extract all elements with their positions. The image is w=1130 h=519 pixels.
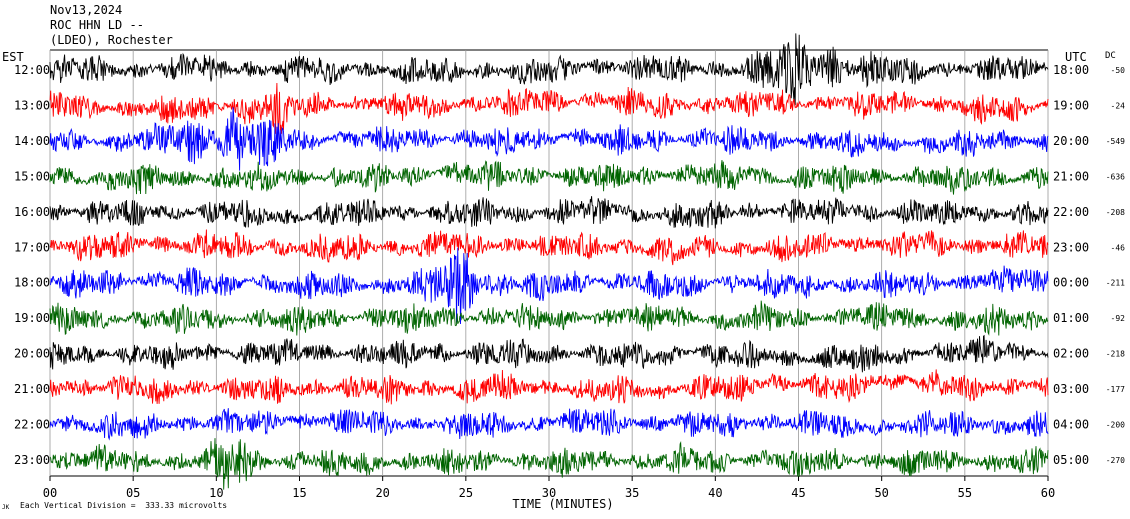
est-label: 16:00: [14, 205, 50, 219]
utc-label: 04:00: [1053, 418, 1089, 432]
trace-2100: [49, 369, 1049, 405]
seismic-traces: [49, 33, 1049, 490]
trace-1400: [49, 107, 1049, 171]
x-tick-label: 60: [1041, 486, 1055, 500]
dc-label: -92: [1111, 314, 1126, 323]
est-label: 21:00: [14, 382, 50, 396]
trace-1900: [49, 300, 1049, 336]
utc-label: 01:00: [1053, 311, 1089, 325]
trace-1500: [49, 160, 1049, 195]
grid-lines: [49, 49, 1049, 481]
dc-label: -50: [1111, 66, 1126, 75]
x-tick-label: 45: [791, 486, 805, 500]
dc-label: -208: [1106, 208, 1125, 217]
dc-label: -177: [1106, 385, 1125, 394]
utc-label: 00:00: [1053, 276, 1089, 290]
trace-1300: [49, 82, 1049, 134]
est-label: 22:00: [14, 418, 50, 432]
est-label: 14:00: [14, 134, 50, 148]
x-tick-label: 15: [292, 486, 306, 500]
trace-1200: [49, 33, 1049, 106]
dc-label: -211: [1106, 279, 1125, 288]
utc-label: 19:00: [1053, 98, 1089, 112]
dc-label: -636: [1106, 172, 1125, 181]
utc-label: 21:00: [1053, 169, 1089, 183]
est-label: 23:00: [14, 453, 50, 467]
x-tick-label: 35: [625, 486, 639, 500]
station-location: (LDEO), Rochester: [50, 33, 173, 47]
x-tick-label: 05: [126, 486, 140, 500]
est-label: 18:00: [14, 276, 50, 290]
station-date: Nov13,2024: [50, 3, 123, 17]
trace-1600: [49, 196, 1049, 229]
utc-label: 20:00: [1053, 134, 1089, 148]
x-axis-title: TIME (MINUTES): [512, 497, 613, 511]
x-tick-label: 00: [43, 486, 57, 500]
est-label: 20:00: [14, 347, 50, 361]
trace-2300: [49, 438, 1049, 490]
x-tick-label: 40: [708, 486, 722, 500]
dc-label: -270: [1106, 456, 1125, 465]
y-axis-title-right: UTC: [1065, 50, 1087, 64]
est-label: 15:00: [14, 169, 50, 183]
dc-label: -24: [1111, 101, 1126, 110]
trace-1700: [49, 229, 1049, 266]
utc-label: 02:00: [1053, 347, 1089, 361]
utc-label: 05:00: [1053, 453, 1089, 467]
x-tick-label: 55: [958, 486, 972, 500]
est-label: 19:00: [14, 311, 50, 325]
utc-label: 23:00: [1053, 240, 1089, 254]
est-label: 17:00: [14, 240, 50, 254]
utc-label: 18:00: [1053, 63, 1089, 77]
x-tick-label: 25: [459, 486, 473, 500]
dc-label: -218: [1106, 350, 1125, 359]
trace-2000: [49, 334, 1049, 373]
utc-label: 03:00: [1053, 382, 1089, 396]
dc-label: -46: [1111, 243, 1126, 252]
corner-mark: JK: [2, 504, 10, 511]
x-tick-label: 10: [209, 486, 223, 500]
est-label: 12:00: [14, 63, 50, 77]
x-tick-label: 50: [874, 486, 888, 500]
y-axis-title-left: EST: [2, 50, 24, 64]
scale-note: Each Vertical Division = 333.33 microvol…: [20, 501, 228, 510]
station-id: ROC HHN LD --: [50, 18, 144, 32]
dc-label: -549: [1106, 137, 1125, 146]
x-tick-label: 30: [542, 486, 556, 500]
est-label: 13:00: [14, 98, 50, 112]
trace-1800: [49, 247, 1049, 325]
dc-column-title: DC: [1105, 51, 1116, 61]
dc-label: -200: [1106, 421, 1125, 430]
trace-2200: [49, 408, 1049, 441]
utc-label: 22:00: [1053, 205, 1089, 219]
x-tick-label: 20: [375, 486, 389, 500]
axis-labels: 00 05 10 15 20 25 30 35 40 45 50 55 60 TIME (MINUTES)…: [2, 50, 1125, 511]
